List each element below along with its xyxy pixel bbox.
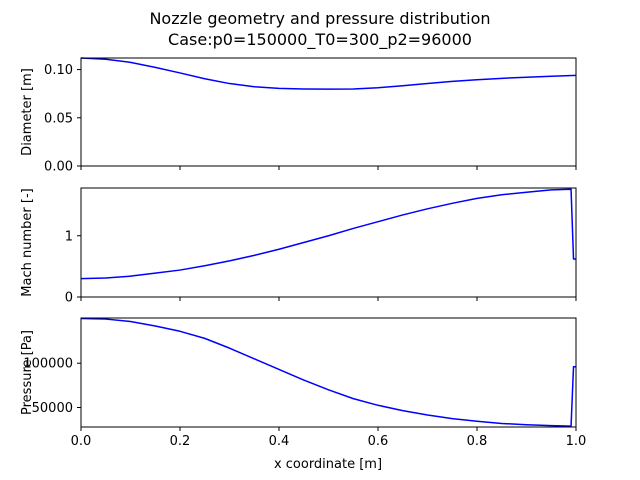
x-axis-label: x coordinate [m]: [274, 457, 382, 472]
diameter-subplot: 0.00 0.05 0.10 Diameter [m]: [20, 57, 577, 175]
series-line: [80, 317, 576, 427]
series-line: [80, 188, 576, 280]
x-tick-label: 1.0: [566, 434, 587, 449]
y-axis-label: Mach number [-]: [20, 188, 35, 296]
y-tick-label: 1: [65, 229, 73, 244]
y-tick-label: 0.05: [44, 111, 73, 126]
x-tick-label: 0.6: [368, 434, 389, 449]
series-line: [80, 57, 577, 90]
axes-frame: [80, 57, 577, 167]
axes-frame: [80, 187, 577, 298]
x-tick-label: 0.4: [269, 434, 290, 449]
x-tick-label: 0.8: [467, 434, 488, 449]
mach-subplot: 0 1 Mach number [-]: [20, 187, 577, 306]
x-tick-label: 0.0: [71, 434, 92, 449]
y-tick-label: 100000: [23, 357, 73, 372]
y-axis-label: Pressure [Pa]: [20, 330, 35, 415]
y-tick-label: 50000: [32, 401, 73, 416]
x-tick-label: 0.2: [170, 434, 191, 449]
y-tick-label: 0.00: [44, 160, 73, 175]
y-tick-label: 0.10: [44, 63, 73, 78]
y-tick-label: 0: [65, 291, 73, 306]
figure-title-line2: Case:p0=150000_T0=300_p2=96000: [168, 30, 472, 50]
axes-frame: [80, 317, 577, 428]
y-axis-label: Diameter [m]: [20, 68, 35, 156]
figure-title-line1: Nozzle geometry and pressure distributio…: [149, 9, 490, 28]
